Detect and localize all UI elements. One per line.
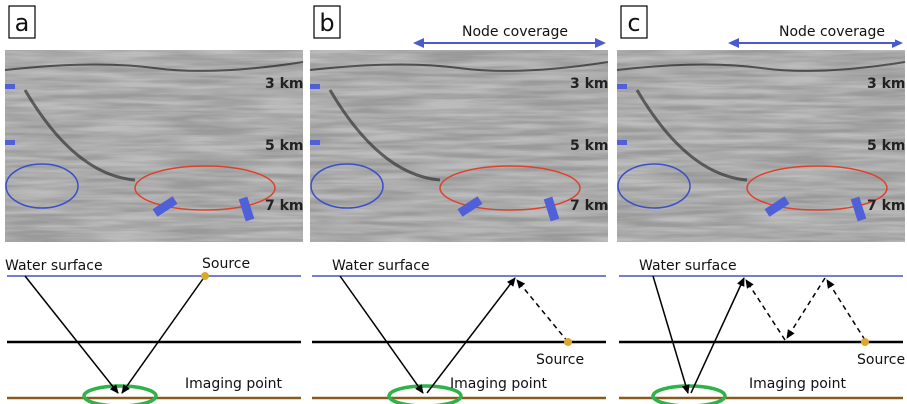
depth-label: 7 km bbox=[570, 198, 609, 214]
coverage-label: Node coverage bbox=[779, 24, 885, 40]
ray bbox=[691, 278, 744, 393]
multiple-path bbox=[787, 278, 825, 338]
source-dot bbox=[201, 272, 209, 280]
coverage-label: Node coverage bbox=[462, 24, 568, 40]
ray bbox=[25, 276, 118, 393]
tick-mark bbox=[5, 140, 15, 145]
ray bbox=[653, 276, 688, 393]
panel: b Node coverage 3 km 5 km 7 km Water surface I… bbox=[310, 6, 609, 404]
panel: c Node coverage 3 km 5 km 7 km Water surface I… bbox=[617, 6, 906, 404]
multiple-path bbox=[746, 280, 785, 340]
depth-label: 3 km bbox=[867, 76, 906, 92]
imaging-point-label: Imaging point bbox=[450, 376, 548, 392]
multiple-path bbox=[827, 280, 865, 340]
seismic-texture bbox=[5, 50, 303, 242]
depth-label: 5 km bbox=[867, 138, 906, 154]
tick-mark bbox=[617, 140, 627, 145]
panel-label: a bbox=[15, 9, 30, 37]
source-label: Source bbox=[536, 352, 584, 368]
figure: a 3 km 5 km 7 km Water surface Imaging point S… bbox=[0, 0, 907, 404]
depth-label: 3 km bbox=[265, 76, 304, 92]
water-surface-label: Water surface bbox=[639, 258, 737, 274]
source-dot bbox=[564, 338, 572, 346]
tick-mark bbox=[310, 140, 320, 145]
depth-label: 3 km bbox=[570, 76, 609, 92]
tick-mark bbox=[617, 84, 627, 89]
panel: a 3 km 5 km 7 km Water surface Imaging point S… bbox=[5, 6, 304, 404]
depth-label: 5 km bbox=[265, 138, 304, 154]
panel-label: c bbox=[627, 9, 640, 37]
seismic-texture bbox=[310, 50, 608, 242]
multiple-path bbox=[517, 280, 568, 342]
water-surface-label: Water surface bbox=[5, 258, 103, 274]
imaging-ellipse bbox=[84, 386, 156, 404]
depth-label: 5 km bbox=[570, 138, 609, 154]
panel-label: b bbox=[319, 9, 334, 37]
depth-label: 7 km bbox=[867, 198, 906, 214]
depth-label: 7 km bbox=[265, 198, 304, 214]
source-dot bbox=[861, 338, 869, 346]
water-surface-label: Water surface bbox=[332, 258, 430, 274]
imaging-point-label: Imaging point bbox=[185, 376, 283, 392]
ray bbox=[340, 276, 423, 393]
imaging-point-label: Imaging point bbox=[749, 376, 847, 392]
imaging-ellipse bbox=[653, 386, 725, 404]
source-label: Source bbox=[857, 352, 905, 368]
source-label: Source bbox=[202, 256, 250, 272]
tick-mark bbox=[310, 84, 320, 89]
tick-mark bbox=[5, 84, 15, 89]
